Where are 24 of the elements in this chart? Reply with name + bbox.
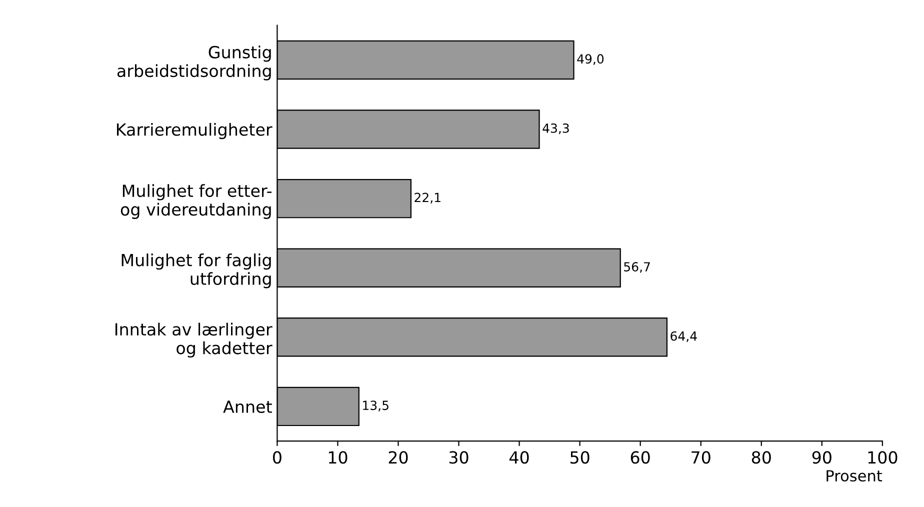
data-label: 22,1 <box>414 192 440 204</box>
y-tick-label: Inntak av lærlinger og kadetter <box>116 322 272 358</box>
x-tick-label: 90 <box>812 451 832 464</box>
data-label: 64,4 <box>670 331 697 342</box>
y-tick-label: Karrieremuligheter <box>117 122 272 140</box>
y-tick-label: Annet <box>223 400 272 414</box>
x-tick-label: 50 <box>570 451 590 464</box>
x-tick-label: 40 <box>510 451 529 464</box>
y-tick-label: Mulighet for etter- og videreutdaning <box>120 184 272 219</box>
x-tick-label: 60 <box>630 451 650 464</box>
x-tick-label: 100 <box>868 451 898 464</box>
y-tick-label: Gunstig arbeidstidsordning <box>117 46 271 80</box>
x-tick-label: 70 <box>692 451 710 464</box>
data-label: 49,0 <box>577 54 604 65</box>
x-tick-label: 80 <box>752 451 771 464</box>
y-tick-label: Mulighet for faglig utfordring <box>122 253 271 288</box>
x-tick-label: 20 <box>388 451 408 464</box>
x-axis-title: Prosent <box>826 470 882 482</box>
x-tick-label: 10 <box>328 451 348 464</box>
x-tick-label: 30 <box>449 451 468 464</box>
data-label: 43,3 <box>542 123 569 134</box>
data-label: 13,5 <box>363 400 388 412</box>
x-tick-label: 0 <box>272 451 282 464</box>
data-label: 56,7 <box>624 262 650 273</box>
